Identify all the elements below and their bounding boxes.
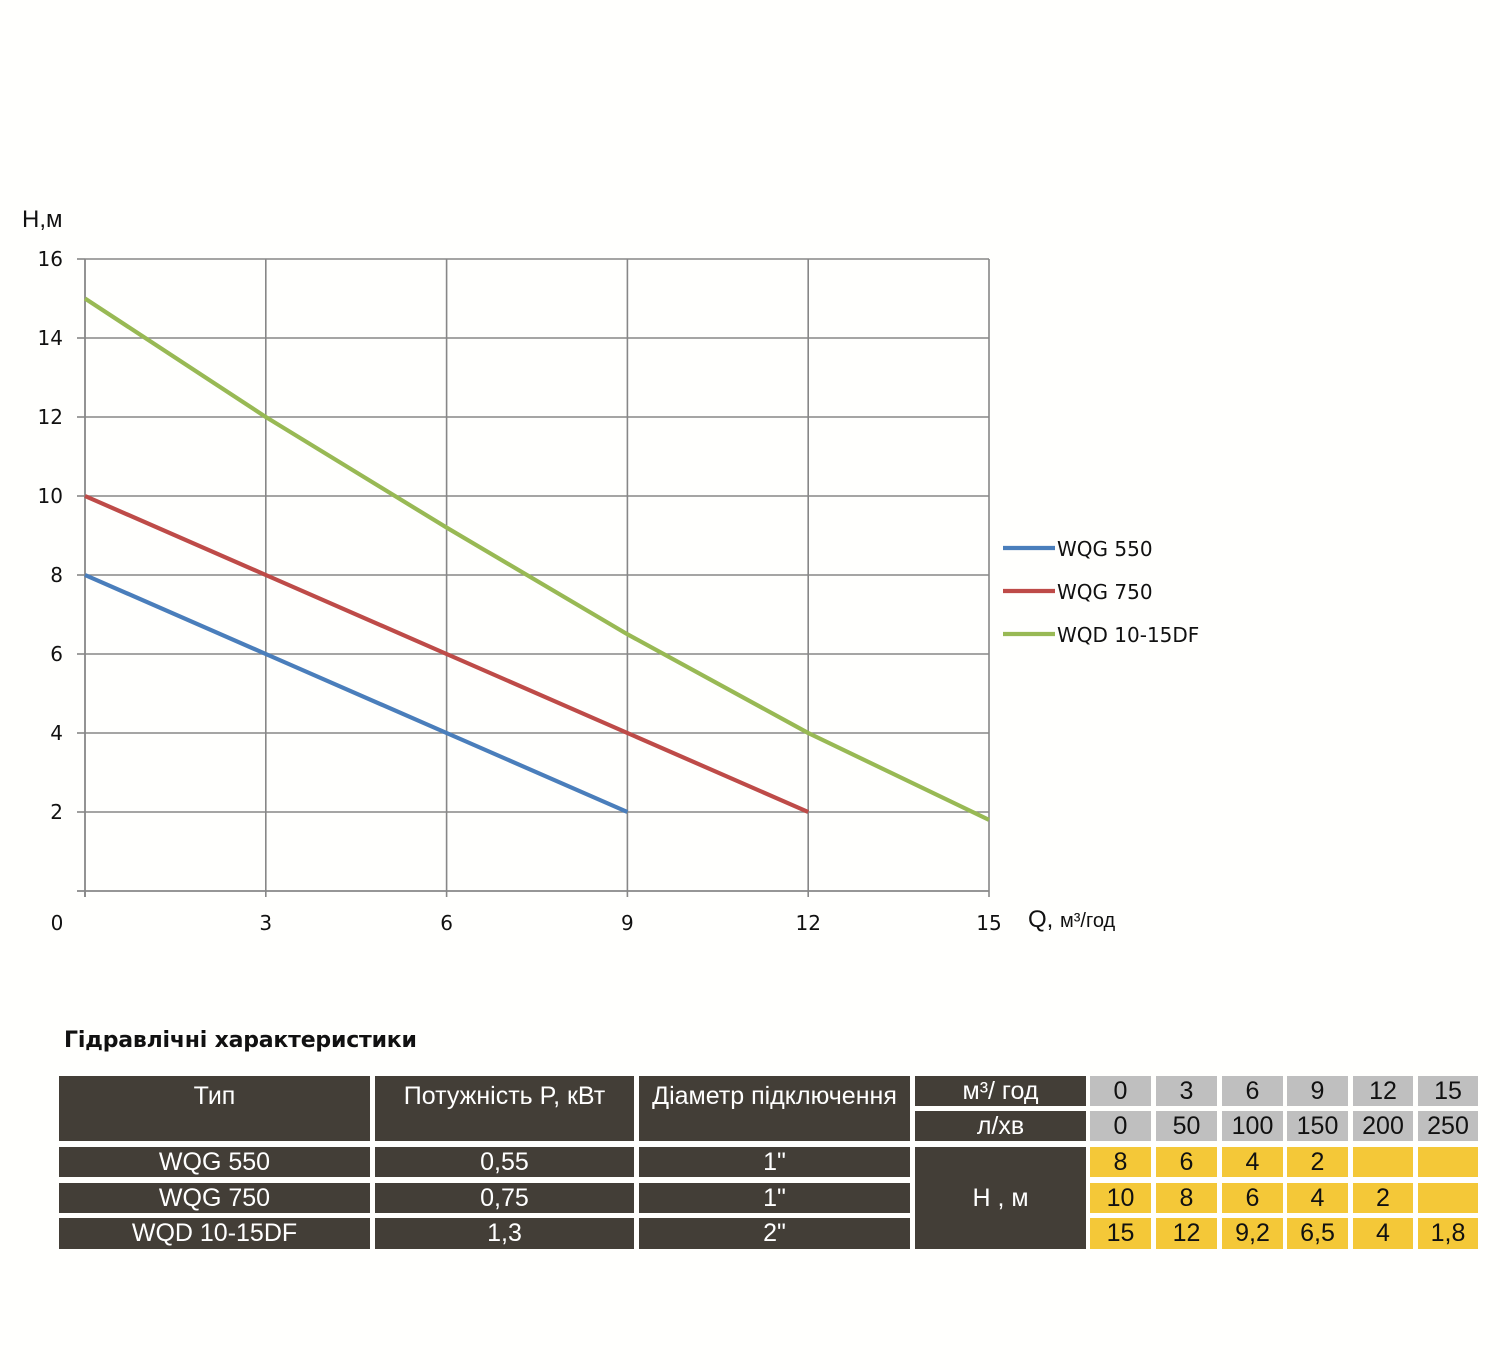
header-diameter: Діаметр підключення — [639, 1076, 910, 1141]
head-flow-chart: 2 4 6 8 10 12 14 16 0 3 6 9 12 15 WQG 550 WQG 750 WQD 10… — [38, 247, 1200, 935]
header-flow-l: л/хв — [915, 1111, 1086, 1141]
flow-m3-cell: 15 — [1418, 1076, 1478, 1106]
series-line — [84, 573, 629, 814]
head-cell: 4 — [1353, 1218, 1413, 1249]
flow-m3-cell: 3 — [1156, 1076, 1217, 1106]
flow-m3-cell: 12 — [1353, 1076, 1413, 1106]
y-tick-label: 10 — [38, 484, 63, 508]
flow-l-cell: 200 — [1353, 1111, 1413, 1141]
head-cell: 10 — [1090, 1183, 1151, 1213]
flow-m3-cell: 9 — [1287, 1076, 1348, 1106]
x-tick-label: 6 — [440, 911, 453, 935]
row-power: 0,75 — [375, 1183, 634, 1213]
head-cell: 4 — [1287, 1183, 1348, 1213]
x-tick-label: 9 — [621, 911, 634, 935]
x-tick-label: 0 — [51, 911, 64, 935]
series-line — [83, 296, 990, 822]
head-cell: 2 — [1353, 1183, 1413, 1213]
row-type: WQG 550 — [59, 1147, 370, 1177]
legend-label: WQG 550 — [1057, 537, 1153, 561]
y-tick-label: 2 — [50, 800, 63, 824]
row-diameter: 1" — [639, 1147, 910, 1177]
head-cell: 15 — [1090, 1218, 1151, 1249]
flow-l-cell: 250 — [1418, 1111, 1478, 1141]
head-cell: 6,5 — [1287, 1218, 1348, 1249]
y-tick-label: 12 — [38, 405, 63, 429]
y-tick-label: 14 — [38, 326, 63, 350]
header-power: Потужність P, кВт — [375, 1076, 634, 1141]
head-cell: 2 — [1287, 1147, 1348, 1177]
flow-l-cell: 150 — [1287, 1111, 1348, 1141]
x-tick-label: 15 — [976, 911, 1001, 935]
y-tick-label: 6 — [50, 642, 63, 666]
y-tick-label: 16 — [38, 247, 63, 271]
x-axis-label-q: Q, — [1028, 906, 1054, 933]
head-cell: 8 — [1090, 1147, 1151, 1177]
head-cell — [1418, 1183, 1478, 1213]
x-tick-label: 12 — [795, 911, 820, 935]
y-tick-label: 4 — [50, 721, 63, 745]
y-tick-label: 8 — [50, 563, 63, 587]
flow-l-cell: 100 — [1222, 1111, 1283, 1141]
flow-m3-cell: 0 — [1090, 1076, 1151, 1106]
head-unit: H , м — [915, 1147, 1086, 1249]
row-power: 1,3 — [375, 1218, 634, 1249]
row-diameter: 2" — [639, 1218, 910, 1249]
head-cell — [1353, 1147, 1413, 1177]
row-diameter: 1" — [639, 1183, 910, 1213]
x-axis-unit: м³/год — [1060, 910, 1116, 932]
flow-l-cell: 0 — [1090, 1111, 1151, 1141]
row-power: 0,55 — [375, 1147, 634, 1177]
head-cell: 8 — [1156, 1183, 1217, 1213]
head-cell — [1418, 1147, 1478, 1177]
head-cell: 6 — [1156, 1147, 1217, 1177]
x-tick-label: 3 — [259, 911, 272, 935]
series-line — [84, 494, 810, 814]
flow-l-cell: 50 — [1156, 1111, 1217, 1141]
flow-m3-cell: 6 — [1222, 1076, 1283, 1106]
row-type: WQG 750 — [59, 1183, 370, 1213]
head-cell: 6 — [1222, 1183, 1283, 1213]
head-cell: 1,8 — [1418, 1218, 1478, 1249]
section-title: Гідравлічні характеристики — [64, 1028, 417, 1053]
y-axis-label: H,м — [22, 206, 63, 233]
x-axis-label: Q, м³/год — [1028, 906, 1115, 934]
header-type: Тип — [59, 1076, 370, 1141]
legend-label: WQD 10-15DF — [1057, 623, 1199, 647]
row-type: WQD 10-15DF — [59, 1218, 370, 1249]
legend-label: WQG 750 — [1057, 580, 1153, 604]
head-cell: 12 — [1156, 1218, 1217, 1249]
header-flow-m3: м³/ год — [915, 1076, 1086, 1106]
head-cell: 9,2 — [1222, 1218, 1283, 1249]
head-cell: 4 — [1222, 1147, 1283, 1177]
